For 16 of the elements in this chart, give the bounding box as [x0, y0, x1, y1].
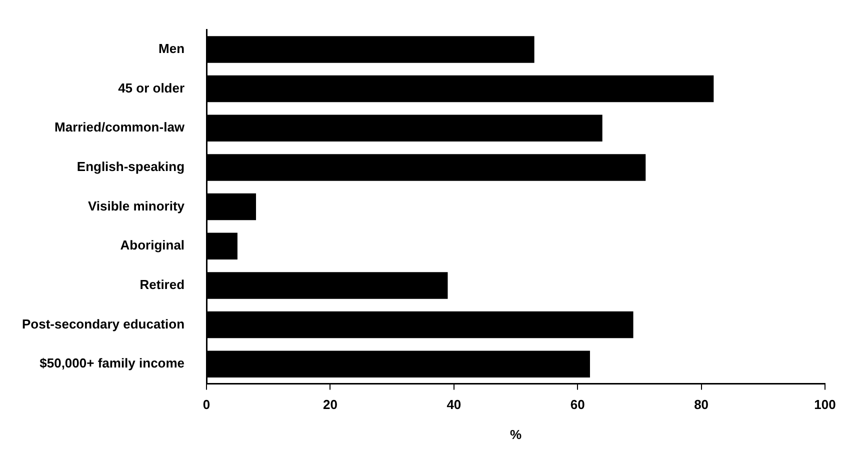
- y-tick-label: Aboriginal: [120, 238, 185, 253]
- y-tick-label: Retired: [140, 277, 185, 292]
- x-tick-label: 20: [322, 397, 338, 412]
- x-axis-title: %: [510, 426, 522, 442]
- y-tick-label: 45 or older: [118, 80, 185, 96]
- x-tick-label: 80: [694, 397, 709, 412]
- y-tick-label: Married/common-law: [54, 120, 186, 135]
- y-tick-label: $50,000+ family income: [40, 356, 185, 371]
- y-tick-label: English-speaking: [76, 159, 185, 174]
- x-tick-label: 100: [814, 397, 836, 412]
- x-tick-label: 60: [570, 397, 585, 412]
- x-tick-label: 0: [202, 397, 210, 412]
- y-tick-label: Visible minority: [88, 198, 186, 214]
- y-tick-label: Post-secondary education: [22, 316, 185, 332]
- x-tick-label: 40: [446, 397, 462, 412]
- y-tick-label: Men: [158, 41, 185, 56]
